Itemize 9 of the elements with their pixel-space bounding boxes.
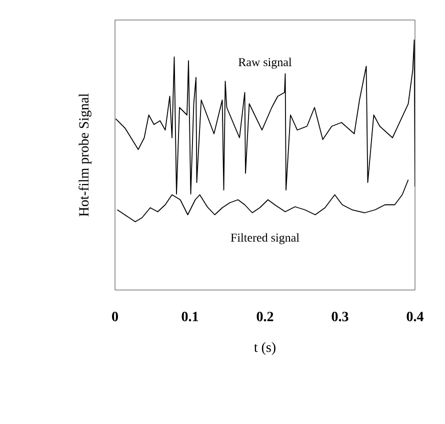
x-tick-label: 0 (112, 312, 118, 322)
x-tick-label: 0.3 (332, 312, 348, 322)
x-tick-label: 0.1 (182, 312, 198, 322)
x-axis-title: t (s) (254, 342, 276, 355)
x-tick-label: 0.4 (406, 312, 424, 322)
series-label: Raw signal (238, 58, 292, 69)
series-label: Filtered signal (230, 233, 300, 244)
x-tick-label: 0.2 (256, 312, 274, 322)
y-axis-title: Hot-film probe Signal (78, 93, 92, 216)
